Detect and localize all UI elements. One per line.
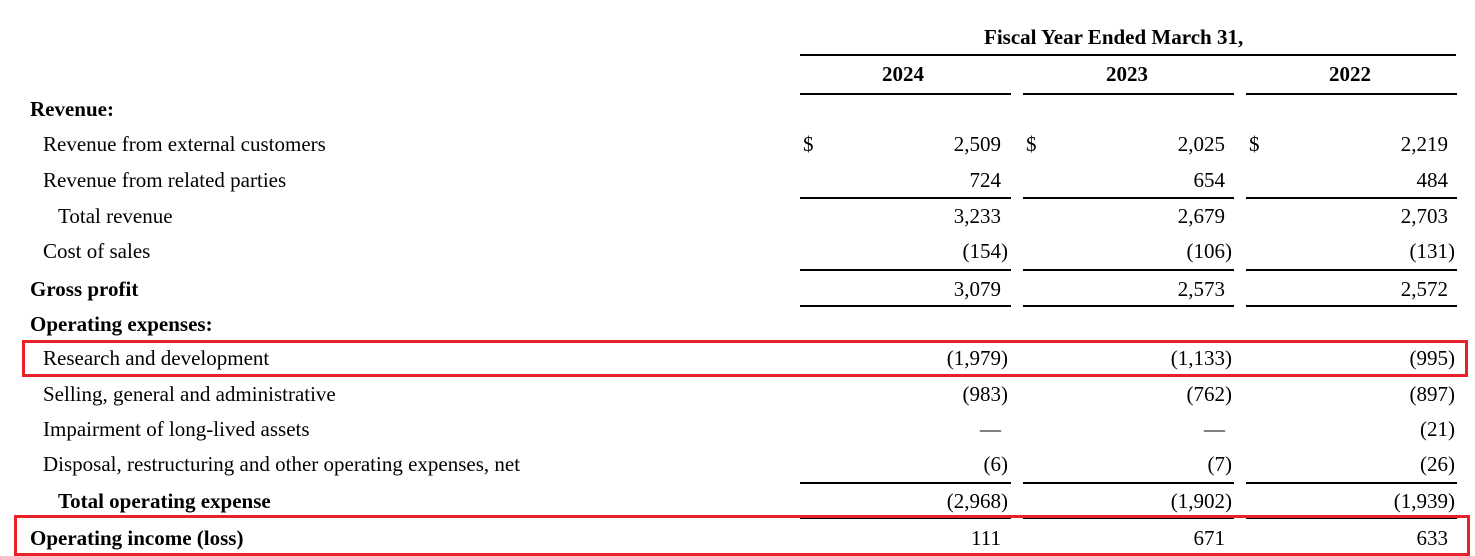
table-cell: 2,219: [1400, 132, 1448, 156]
table-cell: (106): [1186, 239, 1233, 263]
total-rule: [1023, 517, 1234, 519]
row-label: Selling, general and administrative: [43, 382, 336, 406]
table-cell: 724: [969, 168, 1002, 192]
row-label: Research and development: [43, 346, 270, 370]
row-label: Total revenue: [58, 204, 173, 228]
table-cell: (995): [1409, 346, 1456, 370]
currency-symbol: $: [803, 132, 814, 156]
table-cell: (21): [1420, 417, 1455, 441]
row-label: Disposal, restructuring and other operat…: [43, 452, 521, 476]
row-label: Impairment of long-lived assets: [43, 417, 310, 441]
table-cell: (154): [962, 239, 1009, 263]
table-cell: 2,679: [1177, 204, 1225, 228]
table-cell: (6): [983, 452, 1009, 476]
total-rule: [1246, 305, 1457, 307]
year-header-2022: 2022: [1329, 62, 1371, 86]
subtotal-rule: [1246, 197, 1457, 199]
highlight-box-operating-income: [14, 515, 1470, 556]
section-label-revenue: Revenue:: [30, 97, 114, 121]
subtotal-rule: [1023, 269, 1234, 271]
table-cell: (1,902): [1170, 489, 1232, 513]
table-cell: 484: [1416, 168, 1449, 192]
table-cell: —: [980, 417, 1001, 441]
row-label: Revenue from external customers: [43, 132, 326, 156]
table-cell: 2,572: [1400, 277, 1448, 301]
table-cell: 2,025: [1177, 132, 1225, 156]
table-cell: (762): [1186, 382, 1233, 406]
table-cell: 2,509: [953, 132, 1001, 156]
year-rule-2023: [1023, 93, 1234, 95]
subtotal-rule: [800, 197, 1011, 199]
table-cell: 633: [1416, 526, 1449, 550]
subtotal-rule: [1246, 482, 1457, 484]
table-cell: (1,939): [1393, 489, 1455, 513]
table-cell: 654: [1193, 168, 1226, 192]
table-cell: —: [1204, 417, 1225, 441]
table-cell: 3,233: [953, 204, 1001, 228]
subtotal-rule: [1023, 197, 1234, 199]
row-label: Cost of sales: [43, 239, 151, 263]
year-header-2024: 2024: [882, 62, 924, 86]
currency-symbol: $: [1026, 132, 1037, 156]
table-cell: 111: [971, 526, 1001, 550]
total-rule: [1023, 305, 1234, 307]
year-header-2023: 2023: [1106, 62, 1148, 86]
total-rule: [1246, 517, 1457, 519]
header-rule: [800, 54, 1456, 56]
table-header-title: Fiscal Year Ended March 31,: [984, 25, 1244, 49]
year-rule-2024: [800, 93, 1011, 95]
total-rule: [800, 305, 1011, 307]
table-cell: 2,703: [1400, 204, 1448, 228]
table-cell: (983): [962, 382, 1009, 406]
table-cell: 3,079: [953, 277, 1001, 301]
table-cell: (2,968): [946, 489, 1008, 513]
subtotal-rule: [1023, 482, 1234, 484]
subtotal-rule: [800, 269, 1011, 271]
table-cell: 2,573: [1177, 277, 1225, 301]
currency-symbol: $: [1249, 132, 1260, 156]
total-rule: [800, 517, 1011, 519]
table-cell: (26): [1420, 452, 1455, 476]
table-cell: (1,133): [1170, 346, 1232, 370]
table-cell: (131): [1409, 239, 1456, 263]
row-label-total-operating-expense: Total operating expense: [58, 489, 271, 513]
row-label-operating-income: Operating income (loss): [30, 526, 244, 550]
table-cell: (7): [1207, 452, 1233, 476]
row-label-gross-profit: Gross profit: [30, 277, 139, 301]
year-rule-2022: [1246, 93, 1457, 95]
section-label-operating-expenses: Operating expenses:: [30, 312, 213, 336]
highlight-box-research-development: [22, 340, 1468, 377]
subtotal-rule: [1246, 269, 1457, 271]
table-cell: (897): [1409, 382, 1456, 406]
row-label: Revenue from related parties: [43, 168, 287, 192]
table-cell: (1,979): [946, 346, 1008, 370]
subtotal-rule: [800, 482, 1011, 484]
table-cell: 671: [1193, 526, 1226, 550]
